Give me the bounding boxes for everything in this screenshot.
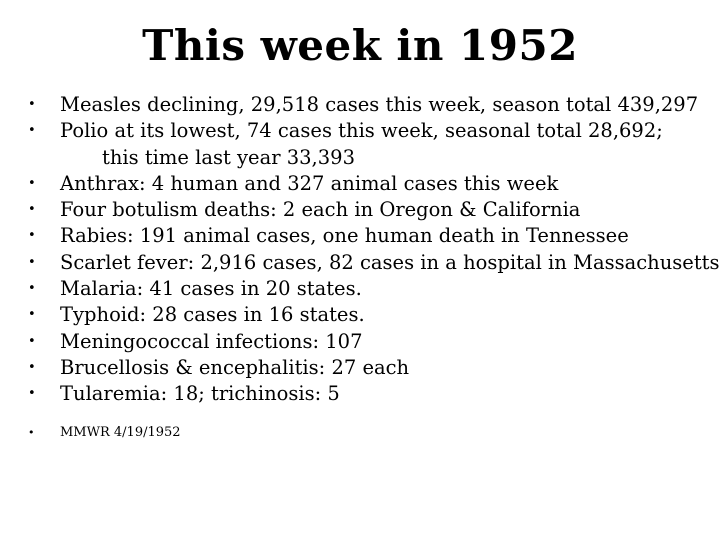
bullet-icon: • [28, 425, 35, 439]
bullet-icon: • [28, 123, 36, 139]
list-item-polio: • Polio at its lowest, 74 cases this wee… [28, 118, 698, 171]
list-item-text: Typhoid: 28 cases in 16 states. [60, 303, 365, 327]
list-item-tularemia: • Tularemia: 18; trichinosis: 5 [28, 381, 698, 407]
list-item-text: Brucellosis & encephalitis: 27 each [60, 355, 410, 379]
list-item-text: Malaria: 41 cases in 20 states. [60, 277, 362, 301]
list-item-brucellosis: • Brucellosis & encephalitis: 27 each [28, 355, 698, 381]
list-item-text: Rabies: 191 animal cases, one human deat… [60, 224, 629, 248]
list-item-text: Polio at its lowest, 74 cases this week,… [60, 119, 663, 143]
list-item-text: Scarlet fever: 2,916 cases, 82 cases in … [60, 250, 720, 274]
bullet-icon: • [28, 202, 36, 218]
bullet-icon: • [28, 307, 36, 323]
list-item-rabies: • Rabies: 191 animal cases, one human de… [28, 223, 698, 249]
bullet-icon: • [28, 333, 36, 349]
list-item-anthrax: • Anthrax: 4 human and 327 animal cases … [28, 171, 698, 197]
bullet-icon: • [28, 281, 36, 297]
bullet-list: • Measles declining, 29,518 cases this w… [28, 92, 720, 446]
list-item-continuation: this time last year 33,393 [102, 145, 355, 169]
list-item-scarlet-fever: • Scarlet fever: 2,916 cases, 82 cases i… [28, 250, 720, 276]
bullet-icon: • [28, 254, 36, 270]
list-item-text: Measles declining, 29,518 cases this wee… [60, 93, 699, 116]
bullet-icon: • [28, 386, 36, 402]
list-item-botulism: • Four botulism deaths: 2 each in Oregon… [28, 197, 698, 223]
slide-title: This week in 1952 [142, 21, 578, 70]
source-citation: MMWR 4/19/1952 [60, 424, 181, 440]
list-item-text: Meningococcal infections: 107 [60, 329, 363, 353]
list-item-text: Tularemia: 18; trichinosis: 5 [60, 382, 340, 406]
list-item-meningococcal: • Meningococcal infections: 107 [28, 329, 698, 355]
list-item-source: • MMWR 4/19/1952 [28, 420, 698, 446]
list-item-malaria: • Malaria: 41 cases in 20 states. [28, 276, 698, 302]
bullet-icon: • [28, 228, 36, 244]
bullet-icon: • [28, 175, 36, 191]
list-item-text: Four botulism deaths: 2 each in Oregon &… [60, 198, 581, 222]
list-item-text: Anthrax: 4 human and 327 animal cases th… [60, 171, 559, 195]
list-item-typhoid: • Typhoid: 28 cases in 16 states. [28, 302, 698, 328]
bullet-icon: • [28, 97, 36, 112]
list-item-measles: • Measles declining, 29,518 cases this w… [28, 92, 698, 118]
bullet-icon: • [28, 359, 36, 375]
